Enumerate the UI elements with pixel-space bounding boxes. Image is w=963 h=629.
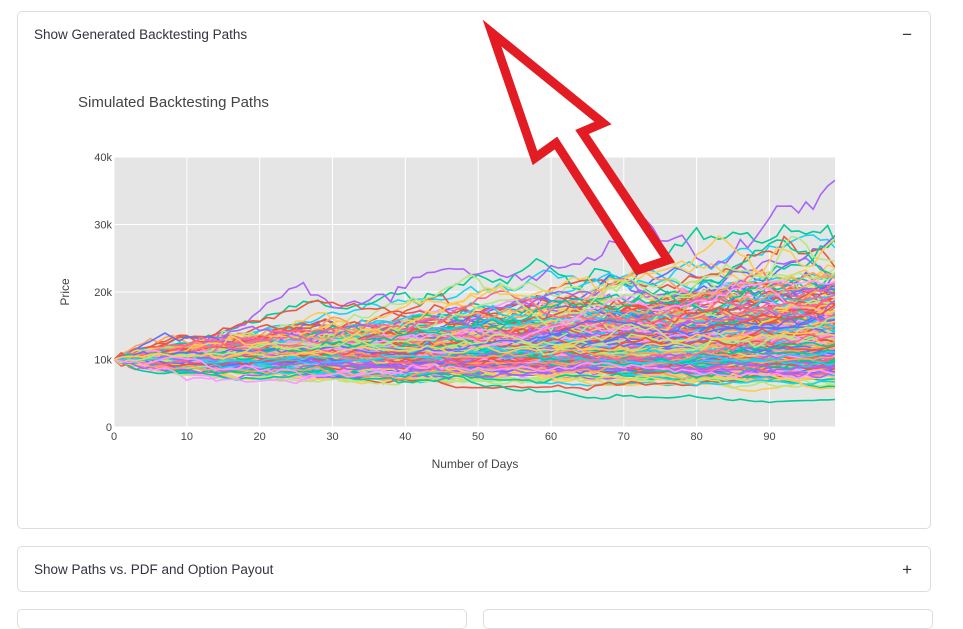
series-line xyxy=(114,294,835,361)
plot-area: 0 10 20 30 40 50 60 70 80 90 0 10k 20k 30k 40k xyxy=(94,152,835,443)
expander-title: Show Generated Backtesting Paths xyxy=(34,26,248,42)
y-tick-label: 0 xyxy=(106,422,112,434)
series-line xyxy=(114,235,835,365)
y-axis-label: Price xyxy=(58,278,72,306)
x-axis-label: Number of Days xyxy=(432,457,519,471)
series-line xyxy=(114,333,835,370)
series-line xyxy=(114,267,835,361)
x-tick-label: 10 xyxy=(181,431,193,443)
expand-icon[interactable]: + xyxy=(902,559,912,579)
x-tick-label: 50 xyxy=(472,431,484,443)
x-tick-label: 20 xyxy=(254,431,266,443)
series-line xyxy=(114,347,835,365)
paths-vs-pdf-expander-header[interactable]: Show Paths vs. PDF and Option Payout + xyxy=(18,547,930,591)
x-tick-label: 30 xyxy=(326,431,338,443)
series-line xyxy=(114,348,835,364)
series-group xyxy=(114,179,835,404)
collapse-icon[interactable]: − xyxy=(902,24,912,44)
series-line xyxy=(114,339,835,376)
series-line xyxy=(114,358,835,404)
y-tick-label: 30k xyxy=(94,220,112,232)
backtesting-paths-expander-header[interactable]: Show Generated Backtesting Paths − xyxy=(18,12,930,56)
paths-vs-pdf-expander: Show Paths vs. PDF and Option Payout + xyxy=(17,546,931,592)
x-tick-label: 0 xyxy=(111,431,117,443)
annotation-arrow xyxy=(482,19,676,276)
y-tick-label: 10k xyxy=(94,355,112,367)
x-tick-label: 90 xyxy=(763,431,775,443)
y-tick-label: 40k xyxy=(94,152,112,164)
series-line xyxy=(114,331,835,361)
y-tick-label: 20k xyxy=(94,287,112,299)
series-line xyxy=(114,336,835,367)
red-arrow-shape xyxy=(482,19,676,276)
expander-title: Show Paths vs. PDF and Option Payout xyxy=(34,561,274,577)
x-tick-label: 40 xyxy=(399,431,411,443)
x-tick-label: 60 xyxy=(545,431,557,443)
series-line xyxy=(114,356,835,380)
series-line xyxy=(114,329,835,368)
x-tick-label: 70 xyxy=(618,431,630,443)
chart-title: Simulated Backtesting Paths xyxy=(78,94,269,111)
series-line xyxy=(114,235,835,363)
x-tick-label: 80 xyxy=(691,431,703,443)
